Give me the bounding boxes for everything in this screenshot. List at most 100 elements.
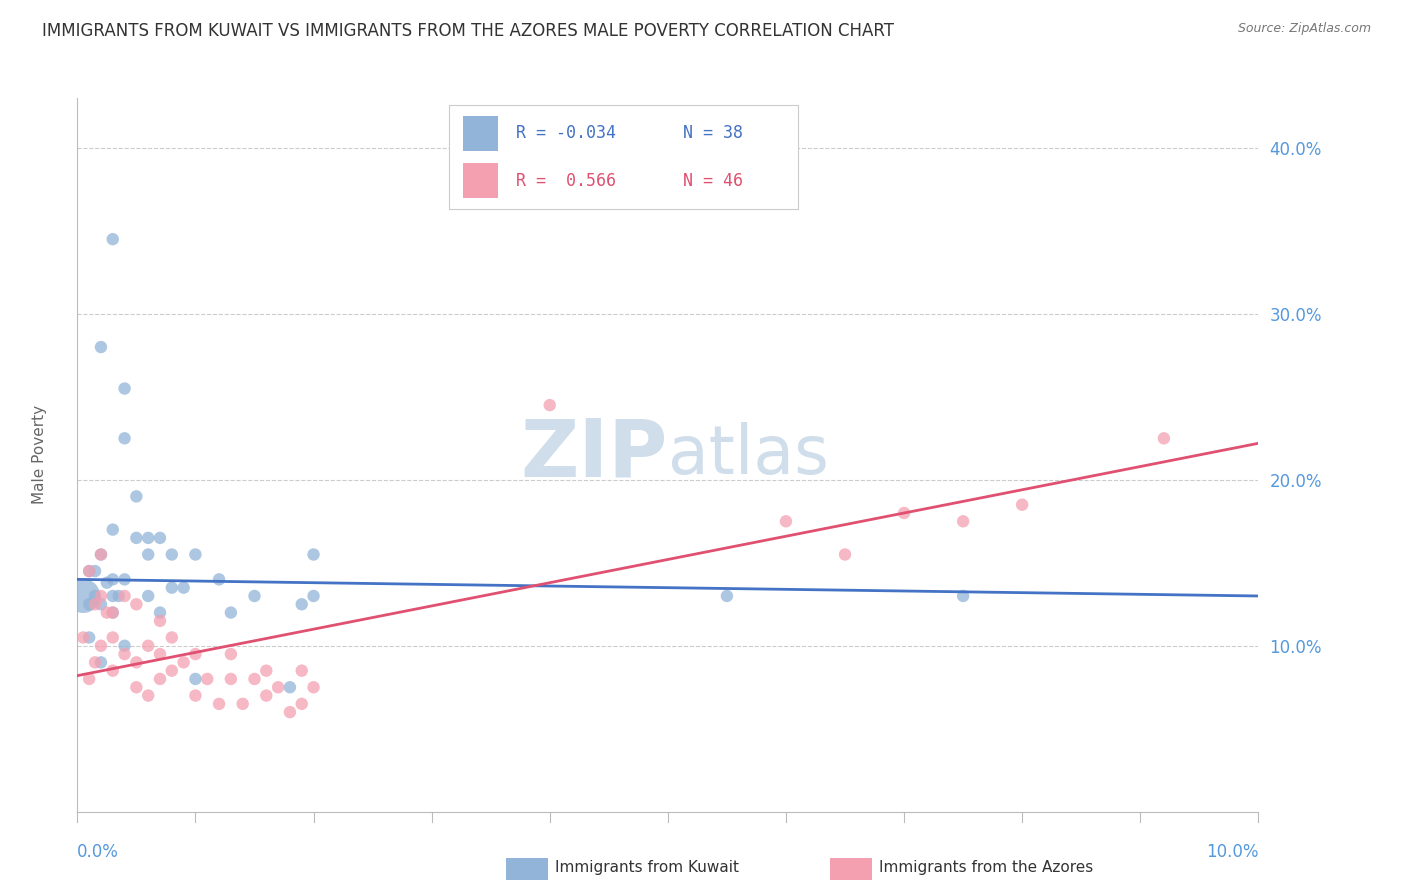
Point (136, 689, 159, 703)
Point (77, 564, 100, 578)
Point (149, 672, 172, 686)
Point (84, 656, 107, 670)
Point (125, 597, 148, 611)
Point (101, 573, 124, 587)
Point (114, 573, 136, 587)
Point (77, 597, 100, 611)
Point (101, 664, 124, 678)
Text: 0.0%: 0.0% (77, 843, 120, 861)
Point (125, 490, 148, 504)
Point (160, 581, 183, 595)
Point (90, 656, 112, 670)
Text: 10.0%: 10.0% (1206, 843, 1258, 861)
Text: Source: ZipAtlas.com: Source: ZipAtlas.com (1237, 22, 1371, 36)
Point (125, 531, 148, 545)
Point (101, 589, 124, 603)
Point (136, 639, 159, 653)
Point (952, 589, 974, 603)
Point (291, 664, 314, 678)
Point (101, 631, 124, 645)
Point (90, 589, 112, 603)
Point (90, 597, 112, 611)
Point (136, 548, 159, 562)
Point (84, 589, 107, 603)
Point (77, 631, 100, 645)
Point (114, 431, 136, 445)
Point (291, 697, 314, 711)
Point (125, 680, 148, 694)
Text: N = 46: N = 46 (683, 172, 742, 190)
Point (893, 506, 915, 520)
Point (1153, 431, 1175, 445)
Point (278, 680, 301, 694)
Point (114, 589, 136, 603)
Point (219, 672, 242, 686)
Point (160, 548, 183, 562)
Point (243, 672, 266, 686)
Point (90, 548, 112, 562)
Point (114, 647, 136, 661)
Point (149, 606, 172, 620)
Point (149, 647, 172, 661)
Point (160, 631, 183, 645)
Point (1011, 498, 1033, 512)
Point (114, 382, 136, 396)
Point (101, 232, 124, 246)
Point (291, 597, 314, 611)
Point (243, 589, 266, 603)
Text: Male Poverty: Male Poverty (32, 405, 46, 505)
Point (96, 606, 118, 620)
Point (96, 575, 118, 590)
Point (101, 606, 124, 620)
Point (219, 647, 242, 661)
FancyBboxPatch shape (464, 116, 498, 151)
Point (716, 589, 738, 603)
Point (208, 573, 231, 587)
Point (77, 564, 100, 578)
Text: atlas: atlas (668, 422, 828, 488)
Point (538, 398, 561, 412)
Point (101, 523, 124, 537)
Point (208, 697, 231, 711)
Text: N = 38: N = 38 (683, 124, 742, 142)
Point (195, 672, 218, 686)
Point (278, 705, 301, 719)
Point (184, 647, 207, 661)
Point (149, 614, 172, 628)
Point (302, 548, 325, 562)
Point (149, 531, 172, 545)
Point (775, 514, 797, 528)
Point (952, 514, 974, 528)
Point (302, 680, 325, 694)
FancyBboxPatch shape (464, 163, 498, 198)
Point (90, 639, 112, 653)
Point (84, 564, 107, 578)
Point (184, 689, 207, 703)
Point (136, 531, 159, 545)
Point (136, 589, 159, 603)
Point (90, 548, 112, 562)
Text: Immigrants from the Azores: Immigrants from the Azores (879, 860, 1092, 874)
Point (173, 656, 195, 670)
Point (267, 680, 290, 694)
Point (254, 664, 277, 678)
Point (72, 631, 94, 645)
Point (84, 597, 107, 611)
Point (232, 697, 254, 711)
Point (101, 606, 124, 620)
Text: Immigrants from Kuwait: Immigrants from Kuwait (555, 860, 740, 874)
Text: R =  0.566: R = 0.566 (516, 172, 616, 190)
Point (125, 656, 148, 670)
Point (90, 340, 112, 354)
Point (834, 548, 856, 562)
Point (114, 639, 136, 653)
Text: ZIP: ZIP (520, 416, 668, 494)
Point (302, 589, 325, 603)
Point (77, 672, 100, 686)
Point (160, 664, 183, 678)
Point (173, 581, 195, 595)
Point (254, 689, 277, 703)
Point (184, 548, 207, 562)
Text: IMMIGRANTS FROM KUWAIT VS IMMIGRANTS FROM THE AZORES MALE POVERTY CORRELATION CH: IMMIGRANTS FROM KUWAIT VS IMMIGRANTS FRO… (42, 22, 894, 40)
Point (107, 589, 129, 603)
